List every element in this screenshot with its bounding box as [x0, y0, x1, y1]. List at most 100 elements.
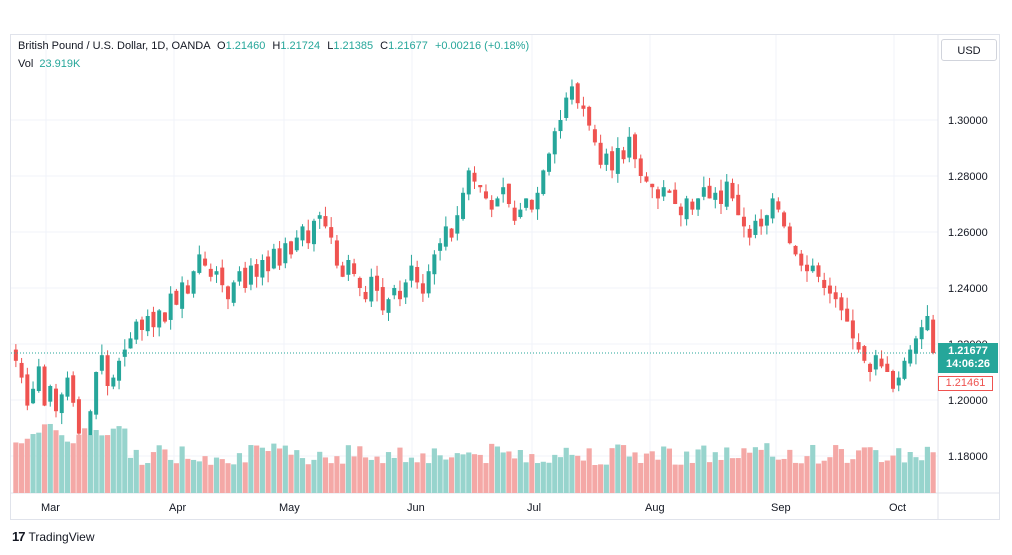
volume-bar: [512, 458, 518, 493]
symbol-title[interactable]: British Pound / U.S. Dollar, 1D, OANDA: [18, 40, 210, 52]
x-tick-label: Apr: [169, 502, 186, 514]
volume-bar: [362, 457, 369, 493]
volume-bar: [569, 454, 575, 493]
legend-volume: Vol 23.919K: [18, 58, 80, 70]
close-label: C: [380, 40, 389, 52]
volume-bar: [792, 462, 799, 493]
candle-body: [214, 271, 219, 275]
candle-body: [306, 230, 311, 244]
candle-body: [248, 265, 253, 285]
candle-body: [587, 106, 592, 126]
candle-body: [472, 172, 477, 182]
volume-bar: [890, 455, 896, 493]
volume-bar: [225, 463, 231, 493]
candle-body: [231, 282, 236, 303]
candle-body: [501, 187, 506, 195]
candle-body: [94, 372, 99, 415]
candle-body: [529, 199, 534, 210]
candle-body: [71, 375, 76, 403]
volume-bar: [87, 435, 93, 493]
candle-body: [19, 362, 24, 378]
volume-bar: [684, 451, 690, 493]
candle-body: [890, 370, 896, 389]
candle-body: [581, 105, 586, 109]
volume-bar: [254, 445, 260, 493]
candle-body: [707, 185, 712, 199]
tradingview-logo[interactable]: 17 TradingView: [12, 529, 95, 544]
volume-bar: [19, 443, 25, 493]
volume-bar: [282, 445, 288, 493]
candle-body: [117, 360, 122, 381]
currency-button[interactable]: USD: [941, 39, 997, 61]
candle-body: [793, 245, 798, 255]
candle-body: [415, 266, 420, 283]
volume-bar: [70, 443, 76, 493]
candle-body: [432, 254, 437, 275]
volume-bar: [672, 464, 678, 493]
volume-bar: [930, 452, 936, 493]
volume-bar: [884, 460, 890, 493]
candle-body: [535, 192, 540, 210]
candle-body: [53, 388, 59, 412]
volume-bar: [317, 451, 323, 493]
low-value: 1.21385: [333, 40, 374, 52]
candle-body: [237, 271, 242, 282]
volume-bar: [540, 461, 546, 493]
candle-body: [564, 97, 569, 118]
volume-bar: [271, 443, 277, 493]
candle-body: [225, 286, 230, 300]
volume-bar: [517, 450, 523, 493]
volume-bar: [202, 456, 208, 493]
volume-bar: [586, 448, 592, 493]
tradingview-wordmark: TradingView: [28, 529, 95, 544]
candle-body: [185, 285, 190, 294]
change-value: +0.00216 (+0.18%): [434, 40, 530, 52]
candle-body: [908, 349, 913, 364]
volume-bar: [678, 464, 684, 493]
volume-bar: [752, 447, 758, 493]
volume-bar: [145, 463, 151, 493]
volume-bar: [368, 459, 374, 493]
candle-body: [254, 264, 259, 277]
volume-bar: [770, 456, 776, 493]
volume-bar: [575, 455, 581, 493]
volume-bar: [76, 434, 82, 493]
candle-body: [541, 170, 546, 195]
price-chart[interactable]: 1.180001.200001.220001.240001.260001.280…: [11, 35, 999, 519]
volume-bar: [191, 459, 197, 493]
chart-frame[interactable]: 1.180001.200001.220001.240001.260001.280…: [10, 34, 1000, 520]
candle-body: [409, 265, 414, 281]
volume-bar: [208, 464, 214, 493]
candle-body: [111, 377, 116, 387]
candle-body: [885, 363, 890, 372]
volume-bar: [701, 445, 707, 493]
candle-body: [139, 319, 144, 330]
candle-body: [203, 258, 208, 266]
candle-body: [667, 190, 672, 193]
candle-body: [340, 265, 345, 277]
volume-value: 23.919K: [39, 58, 81, 70]
volume-bar: [213, 457, 220, 493]
candle-body: [690, 201, 695, 210]
candle-body: [868, 363, 873, 372]
volume-bar: [380, 463, 386, 493]
candle-body: [48, 386, 53, 402]
candle-body: [478, 185, 483, 188]
candle-body: [845, 308, 850, 322]
candle-body: [323, 216, 328, 227]
candle-body: [787, 226, 792, 244]
candle-body: [592, 129, 597, 143]
volume-bar: [185, 458, 191, 493]
candle-body: [879, 358, 884, 367]
volume-bar: [804, 456, 810, 493]
x-tick-label: May: [279, 502, 300, 514]
volume-bar: [150, 452, 157, 493]
y-tick-label: 1.26000: [948, 227, 988, 239]
candle-body: [420, 283, 425, 294]
candle-body: [558, 120, 563, 132]
volume-bar: [277, 448, 283, 493]
volume-bar: [299, 458, 306, 493]
volume-bar: [265, 451, 271, 493]
candle-body: [810, 265, 815, 272]
volume-bar: [305, 464, 311, 493]
